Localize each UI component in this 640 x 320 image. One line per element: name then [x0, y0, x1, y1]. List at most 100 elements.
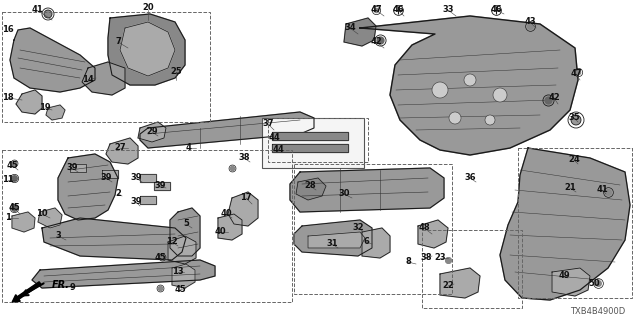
Text: 46: 46	[490, 5, 502, 14]
Polygon shape	[140, 196, 156, 204]
Polygon shape	[360, 16, 578, 155]
Text: 33: 33	[442, 5, 454, 14]
Polygon shape	[172, 264, 195, 288]
Text: 39: 39	[131, 197, 141, 206]
Polygon shape	[140, 112, 314, 148]
Circle shape	[493, 88, 507, 102]
Polygon shape	[102, 170, 118, 178]
Polygon shape	[46, 105, 65, 120]
Polygon shape	[154, 182, 170, 190]
Text: 41: 41	[31, 5, 43, 14]
Text: 17: 17	[240, 194, 252, 203]
Polygon shape	[294, 220, 372, 256]
Bar	[2, 150, 292, 302]
Text: 9: 9	[69, 284, 75, 292]
Text: 22: 22	[442, 282, 454, 291]
Circle shape	[449, 112, 461, 124]
Text: 11: 11	[2, 175, 14, 185]
Text: 47: 47	[370, 5, 382, 14]
Text: 18: 18	[2, 93, 14, 102]
Text: 24: 24	[568, 156, 580, 164]
Polygon shape	[106, 138, 138, 164]
Text: 21: 21	[564, 183, 576, 193]
Text: 5: 5	[183, 220, 189, 228]
Text: 32: 32	[352, 223, 364, 233]
Text: 29: 29	[146, 127, 158, 137]
Polygon shape	[140, 174, 156, 182]
Text: 45: 45	[8, 204, 20, 212]
Text: FR.: FR.	[52, 280, 70, 290]
Text: 27: 27	[114, 143, 126, 153]
Polygon shape	[362, 228, 390, 258]
Text: 4: 4	[185, 143, 191, 153]
Text: 34: 34	[344, 23, 356, 33]
Text: 46: 46	[392, 5, 404, 14]
Bar	[262, 118, 364, 168]
Text: 38: 38	[238, 154, 250, 163]
Text: 45: 45	[6, 161, 18, 170]
Text: TXB4B4900D: TXB4B4900D	[570, 308, 625, 316]
Bar	[518, 148, 632, 298]
Polygon shape	[58, 154, 118, 220]
Text: 16: 16	[2, 26, 14, 35]
Polygon shape	[70, 164, 86, 172]
Text: 43: 43	[524, 18, 536, 27]
Text: 44: 44	[268, 133, 280, 142]
Polygon shape	[552, 268, 590, 296]
Text: 35: 35	[568, 114, 580, 123]
Text: 2: 2	[115, 189, 121, 198]
Text: 50: 50	[588, 279, 600, 289]
Text: 45: 45	[174, 285, 186, 294]
Bar	[2, 12, 210, 122]
Polygon shape	[296, 178, 326, 200]
Text: 14: 14	[82, 76, 94, 84]
Text: 48: 48	[418, 223, 430, 233]
Text: 8: 8	[405, 258, 411, 267]
Polygon shape	[42, 218, 186, 260]
Text: 13: 13	[172, 268, 184, 276]
Text: 39: 39	[67, 164, 77, 172]
Polygon shape	[500, 148, 630, 300]
Circle shape	[432, 82, 448, 98]
Bar	[422, 230, 522, 308]
Text: 20: 20	[142, 4, 154, 12]
FancyArrow shape	[12, 282, 41, 302]
Polygon shape	[16, 90, 42, 114]
Polygon shape	[308, 232, 365, 248]
Polygon shape	[168, 236, 196, 264]
Circle shape	[485, 115, 495, 125]
Polygon shape	[170, 208, 200, 256]
Text: 44: 44	[272, 146, 284, 155]
Text: 40: 40	[220, 210, 232, 219]
Bar	[294, 164, 452, 294]
Circle shape	[44, 10, 52, 18]
Text: 39: 39	[131, 173, 141, 182]
Text: 23: 23	[434, 253, 446, 262]
Text: 37: 37	[262, 119, 274, 129]
Polygon shape	[290, 168, 444, 212]
Text: 6: 6	[363, 237, 369, 246]
Text: 28: 28	[304, 181, 316, 190]
Polygon shape	[108, 14, 185, 85]
Text: 42: 42	[370, 37, 382, 46]
Text: 1: 1	[5, 213, 11, 222]
Text: 41: 41	[596, 186, 608, 195]
Polygon shape	[38, 208, 62, 228]
Text: 12: 12	[166, 237, 178, 246]
Polygon shape	[418, 220, 448, 248]
Polygon shape	[228, 192, 258, 226]
Text: 42: 42	[548, 93, 560, 102]
Polygon shape	[440, 268, 480, 298]
Polygon shape	[272, 144, 348, 152]
Polygon shape	[138, 122, 166, 142]
Text: 25: 25	[170, 68, 182, 76]
Polygon shape	[82, 62, 125, 95]
Circle shape	[571, 115, 581, 125]
Circle shape	[464, 74, 476, 86]
Text: 3: 3	[55, 231, 61, 241]
Text: 40: 40	[214, 228, 226, 236]
Text: 39: 39	[100, 173, 112, 182]
Polygon shape	[218, 214, 242, 240]
Text: 45: 45	[154, 253, 166, 262]
Text: 47: 47	[570, 69, 582, 78]
